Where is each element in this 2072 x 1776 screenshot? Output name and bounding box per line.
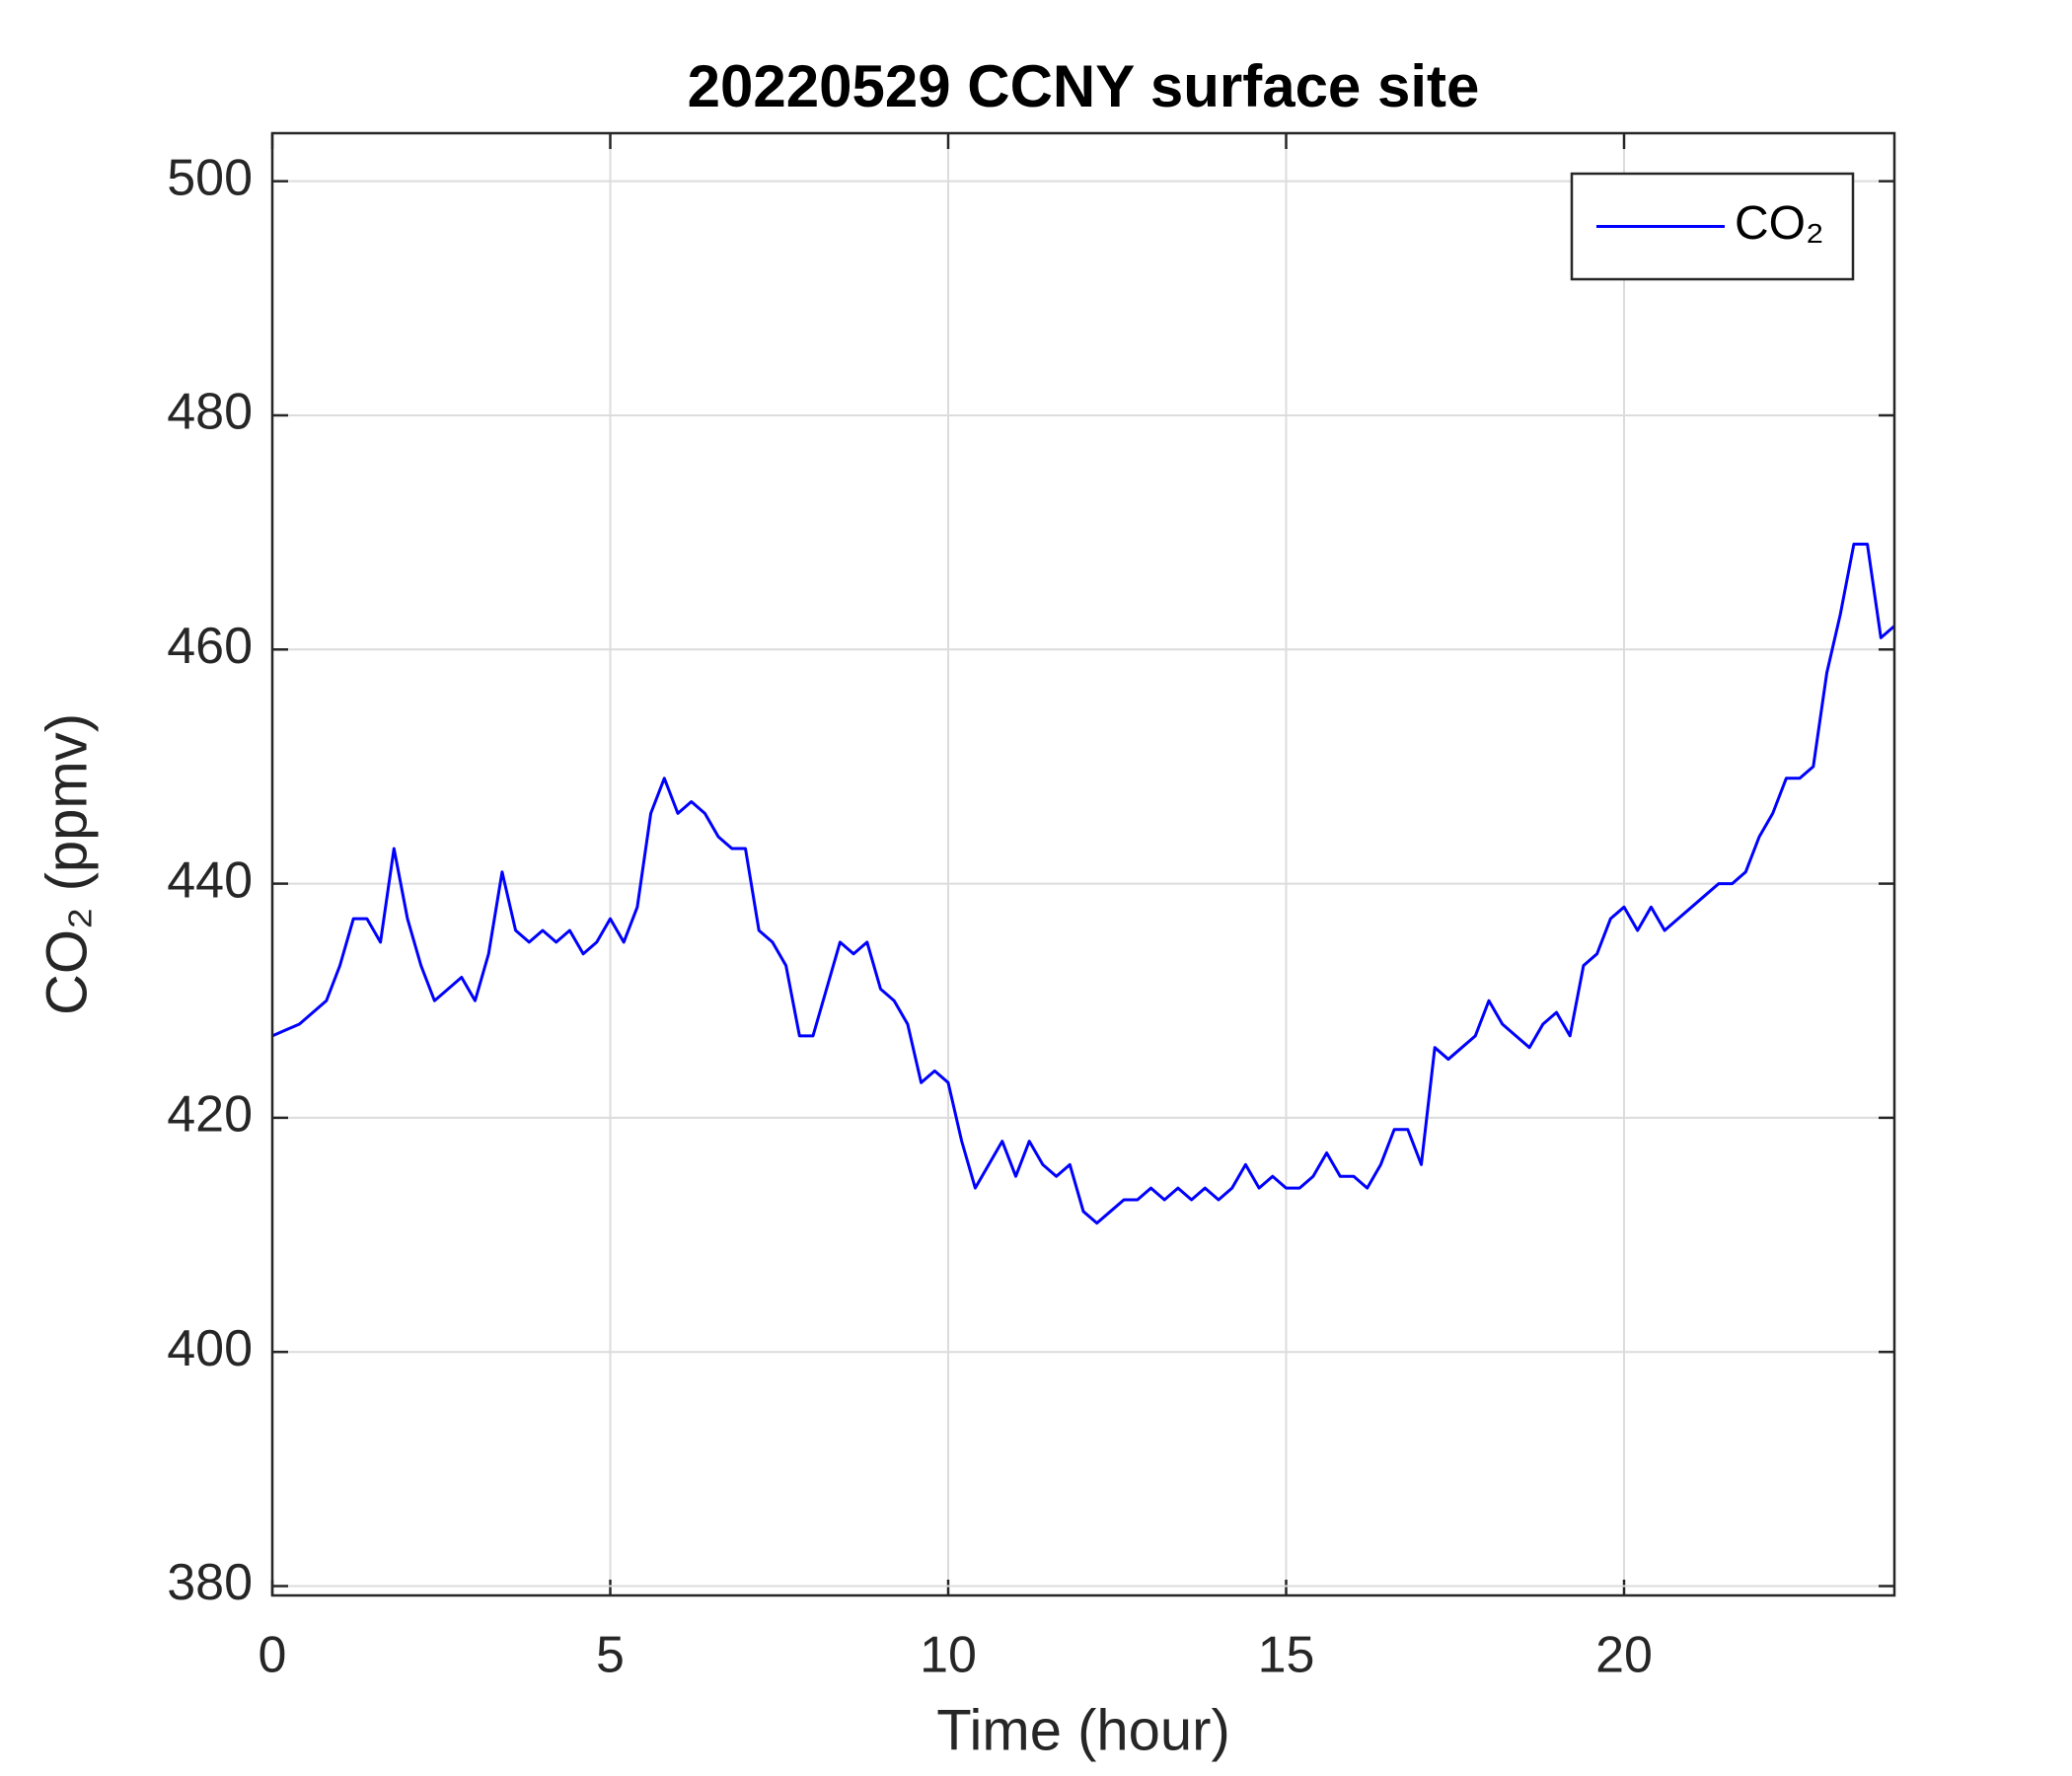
y-tick-label: 440 (167, 851, 253, 909)
y-axis-label: CO₂ (ppmv) (35, 713, 99, 1015)
x-tick-label: 20 (1595, 1627, 1653, 1684)
y-tick-label: 380 (167, 1554, 253, 1611)
x-tick-label: 0 (259, 1627, 287, 1684)
y-tick-label: 500 (167, 149, 253, 206)
y-tick-label: 420 (167, 1086, 253, 1144)
plot-frame (270, 131, 1896, 1597)
chart-title: 20220529 CCNY surface site (688, 53, 1480, 119)
series-line (271, 542, 1895, 1225)
plot-area (272, 133, 1894, 1595)
y-tick-label: 480 (167, 384, 253, 441)
x-tick-label: 15 (1258, 1627, 1315, 1684)
y-tick-label: 460 (167, 618, 253, 675)
x-axis-label: Time (hour) (936, 1698, 1230, 1762)
x-tick-label: 10 (920, 1627, 977, 1684)
y-tick-label: 400 (167, 1320, 253, 1377)
legend-label: CO₂ (1735, 197, 1824, 250)
x-tick-label: 5 (596, 1627, 625, 1684)
